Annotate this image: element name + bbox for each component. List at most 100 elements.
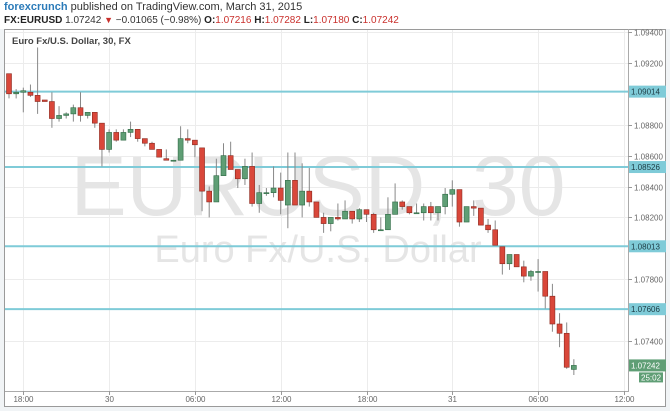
candle-down xyxy=(520,266,527,277)
candle-up xyxy=(213,175,220,203)
candle-up xyxy=(356,209,363,220)
time-tick-label: 12:00 xyxy=(614,395,635,404)
candle-down xyxy=(49,101,55,119)
candle-down xyxy=(192,139,198,146)
candle-up xyxy=(528,271,534,277)
candle-up xyxy=(385,214,391,231)
candle-up xyxy=(70,107,77,115)
candle-down xyxy=(113,132,120,141)
price-labels: 1.09014 1.08526 1.08013 1.07606 1.07242 25:02 xyxy=(629,85,666,383)
price-line-label: 1.09014 xyxy=(631,88,660,97)
watermark-symbol: EURUSD, 30 xyxy=(71,139,566,233)
candle-down xyxy=(34,95,41,102)
candle-up xyxy=(506,254,513,265)
candle-down xyxy=(485,224,491,231)
candle-down xyxy=(277,187,284,201)
candle-down xyxy=(370,214,377,231)
candle-up xyxy=(177,138,184,161)
high-value: 1.07282 xyxy=(264,15,301,26)
candle-up xyxy=(299,190,305,206)
candle-down xyxy=(6,73,12,95)
candle-down xyxy=(92,112,98,124)
candle-down xyxy=(399,201,406,207)
candle-down xyxy=(142,138,148,144)
candle-down xyxy=(227,155,234,170)
price-tick-label: 1.08400 xyxy=(634,184,663,193)
candle-up xyxy=(442,193,448,207)
candle-up xyxy=(413,212,420,215)
symbol: FX:EURUSD xyxy=(4,15,63,26)
price-tick-label: 1.07400 xyxy=(634,338,663,347)
time-tick-label: 18:00 xyxy=(357,395,378,404)
down-triangle-icon: ▼ xyxy=(104,15,113,25)
candle-up xyxy=(420,206,427,214)
time-tick-label: 30 xyxy=(105,395,114,404)
low-label: L: xyxy=(303,15,314,26)
candle-up xyxy=(84,112,91,116)
candle-down xyxy=(456,189,463,223)
low-value: 1.07180 xyxy=(313,15,350,26)
open-value: 1.07216 xyxy=(215,15,252,26)
last-price-label: 1.07242 xyxy=(631,361,660,370)
candle-down xyxy=(549,295,556,325)
candle-down xyxy=(163,158,170,161)
open-label: O: xyxy=(204,15,216,26)
candle-down xyxy=(313,201,320,218)
candle-up xyxy=(449,189,456,195)
candle-down xyxy=(406,206,413,214)
candle-down xyxy=(41,99,48,102)
candle-down xyxy=(556,323,563,334)
price-axis[interactable]: 1.09400 1.09200 1.08800 1.08600 1.08400 1.082… xyxy=(628,29,663,347)
candle-down xyxy=(134,129,141,139)
candle-up xyxy=(56,115,62,119)
last-price: 1.07242 xyxy=(65,15,102,26)
countdown-label-bg xyxy=(639,372,663,383)
candle-up xyxy=(242,166,248,180)
close-label: C: xyxy=(352,15,363,26)
time-axis[interactable]: 18:00 30 06:00 12:00 18:00 31 06:00 12:00 xyxy=(13,391,635,404)
brand-link[interactable]: forexcrunch xyxy=(4,1,68,13)
price-tick-label: 1.07800 xyxy=(634,276,663,285)
candle-down xyxy=(156,149,162,158)
candle-down xyxy=(206,190,212,203)
candle-up xyxy=(20,90,27,93)
series-legend: Euro Fx/U.S. Dollar, 30, FX xyxy=(12,36,131,47)
candle-down xyxy=(249,166,255,204)
candle-up xyxy=(120,132,127,141)
price-tick-label: 1.08200 xyxy=(634,214,663,223)
price-line-label-bg xyxy=(629,161,666,174)
candle-up xyxy=(392,201,398,215)
candle-up xyxy=(220,155,227,176)
candle-down xyxy=(320,217,327,224)
candle-up xyxy=(263,192,270,194)
candle-up xyxy=(256,192,263,204)
candle-down xyxy=(199,147,205,192)
published-text: published on TradingView.com, March 31, … xyxy=(70,1,303,13)
candle-down xyxy=(513,254,520,268)
candle-down xyxy=(149,142,155,150)
candle-down xyxy=(306,190,313,203)
price-line-label: 1.08526 xyxy=(631,163,660,172)
chart-header: forexcrunch published on TradingView.com… xyxy=(0,0,670,29)
publish-line: forexcrunch published on TradingView.com… xyxy=(4,1,302,13)
candle-down xyxy=(363,209,370,215)
watermark-description: Euro Fx/U.S. Dollar xyxy=(154,229,482,271)
time-tick-label: 31 xyxy=(448,395,457,404)
price-line-label: 1.07606 xyxy=(631,305,660,314)
price-tick-label: 1.09200 xyxy=(634,60,663,69)
candle-down xyxy=(292,180,298,206)
price-line-label-bg xyxy=(629,303,666,316)
time-tick-label: 06:00 xyxy=(185,395,206,404)
candle-up xyxy=(13,91,19,95)
candle-up xyxy=(463,206,470,223)
candles xyxy=(6,47,577,375)
candle-down xyxy=(478,207,484,226)
candle-down xyxy=(542,271,549,297)
price-line-label-bg xyxy=(629,240,666,253)
candle-down xyxy=(470,206,477,209)
candle-up xyxy=(327,217,334,224)
time-tick-label: 12:00 xyxy=(271,395,292,404)
price-tick-label: 1.08600 xyxy=(634,153,663,162)
candle-down xyxy=(184,138,191,141)
